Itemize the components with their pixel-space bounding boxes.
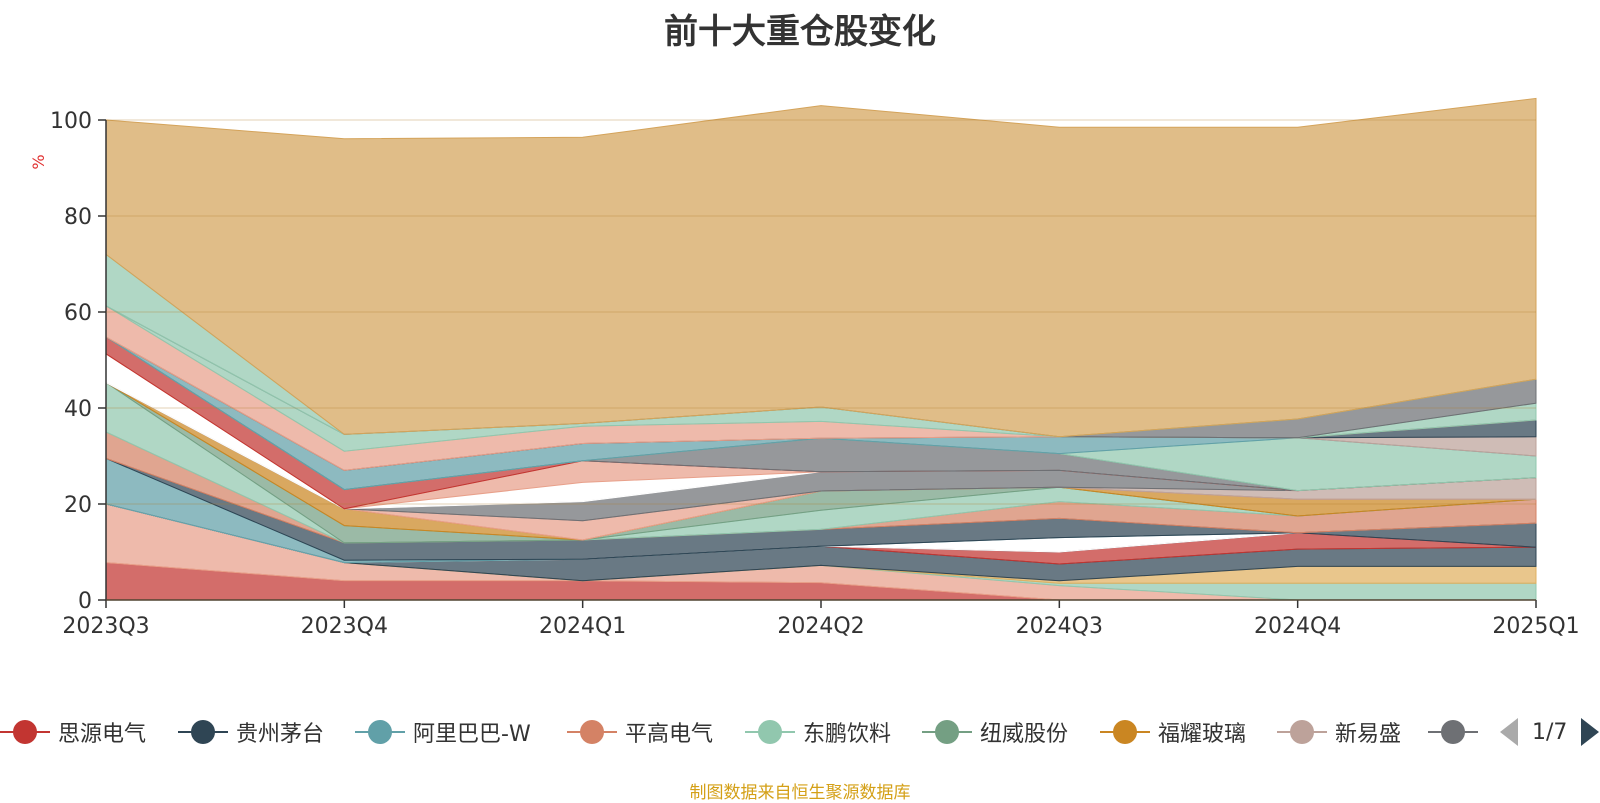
chart-plot-area: 0 20 40 60 80 100 2023Q3 2023Q4 2024Q1 2024Q2 2024…	[29, 97, 1580, 639]
legend-item[interactable]: 纽威股份	[922, 712, 1068, 752]
legend-swatch	[1428, 712, 1478, 752]
legend-label: 思源电气	[58, 722, 147, 747]
legend-item[interactable]: 新易盛	[1277, 712, 1401, 752]
legend-item[interactable]: 思源电气	[0, 712, 146, 752]
legend-label: 新易盛	[1335, 722, 1402, 747]
legend: 思源电气 贵州茅台 阿里巴巴-W 平高电气 东鹏饮料 纽威股份 福耀玻璃 新易盛 1/7	[0, 712, 1600, 752]
legend-label: 东鹏饮料	[803, 722, 892, 747]
legend-prev-page-icon[interactable]	[1500, 718, 1518, 746]
gridlines	[106, 119, 1536, 601]
y-tick-label: 20	[64, 493, 92, 518]
x-tick-label: 2025Q1	[1492, 614, 1579, 639]
legend-swatch	[0, 712, 50, 752]
legend-swatch	[1100, 712, 1150, 752]
y-tick-label: 80	[64, 205, 92, 230]
legend-label: 福耀玻璃	[1158, 722, 1247, 747]
legend-item[interactable]: 东鹏饮料	[745, 712, 891, 752]
x-tick-label: 2024Q2	[777, 614, 864, 639]
legend-item[interactable]: 贵州茅台	[178, 712, 324, 752]
y-tick-label: 0	[78, 589, 92, 614]
area-series-29	[105, 97, 1537, 438]
legend-page-indicator: 1/7	[1532, 719, 1568, 745]
legend-swatch	[1277, 712, 1327, 752]
axes: 0 20 40 60 80 100 2023Q3 2023Q4 2024Q1 2024Q2 2024…	[50, 109, 1580, 639]
legend-label: 纽威股份	[980, 722, 1069, 747]
legend-swatch	[922, 712, 972, 752]
legend-item[interactable]: 平高电气	[567, 712, 713, 752]
x-tick-label: 2023Q3	[62, 614, 149, 639]
y-tick-label: 60	[64, 301, 92, 326]
legend-label: 平高电气	[625, 722, 714, 747]
legend-swatch	[567, 712, 617, 752]
source-footnote: 制图数据来自恒生聚源数据库	[689, 783, 911, 803]
chart-title: 前十大重仓股变化	[664, 12, 936, 52]
legend-swatch	[178, 712, 228, 752]
legend-item[interactable]: 阿里巴巴-W	[355, 712, 531, 752]
stacked-areas	[105, 97, 1537, 601]
legend-pager: 1/7	[1500, 712, 1600, 752]
x-tick-label: 2023Q4	[301, 614, 388, 639]
x-tick-label: 2024Q3	[1016, 614, 1103, 639]
x-tick-label: 2024Q1	[539, 614, 626, 639]
x-tick-label: 2024Q4	[1254, 614, 1341, 639]
legend-swatch	[745, 712, 795, 752]
legend-next-page-icon[interactable]	[1581, 718, 1600, 746]
legend-item[interactable]	[1428, 712, 1478, 752]
legend-swatch	[355, 712, 405, 752]
y-tick-label: 40	[64, 397, 92, 422]
legend-label: 贵州茅台	[236, 722, 325, 747]
y-tick-label: 100	[50, 109, 92, 134]
legend-label: 阿里巴巴-W	[413, 722, 531, 747]
y-axis-label: %	[29, 154, 48, 169]
legend-item[interactable]: 福耀玻璃	[1100, 712, 1246, 752]
